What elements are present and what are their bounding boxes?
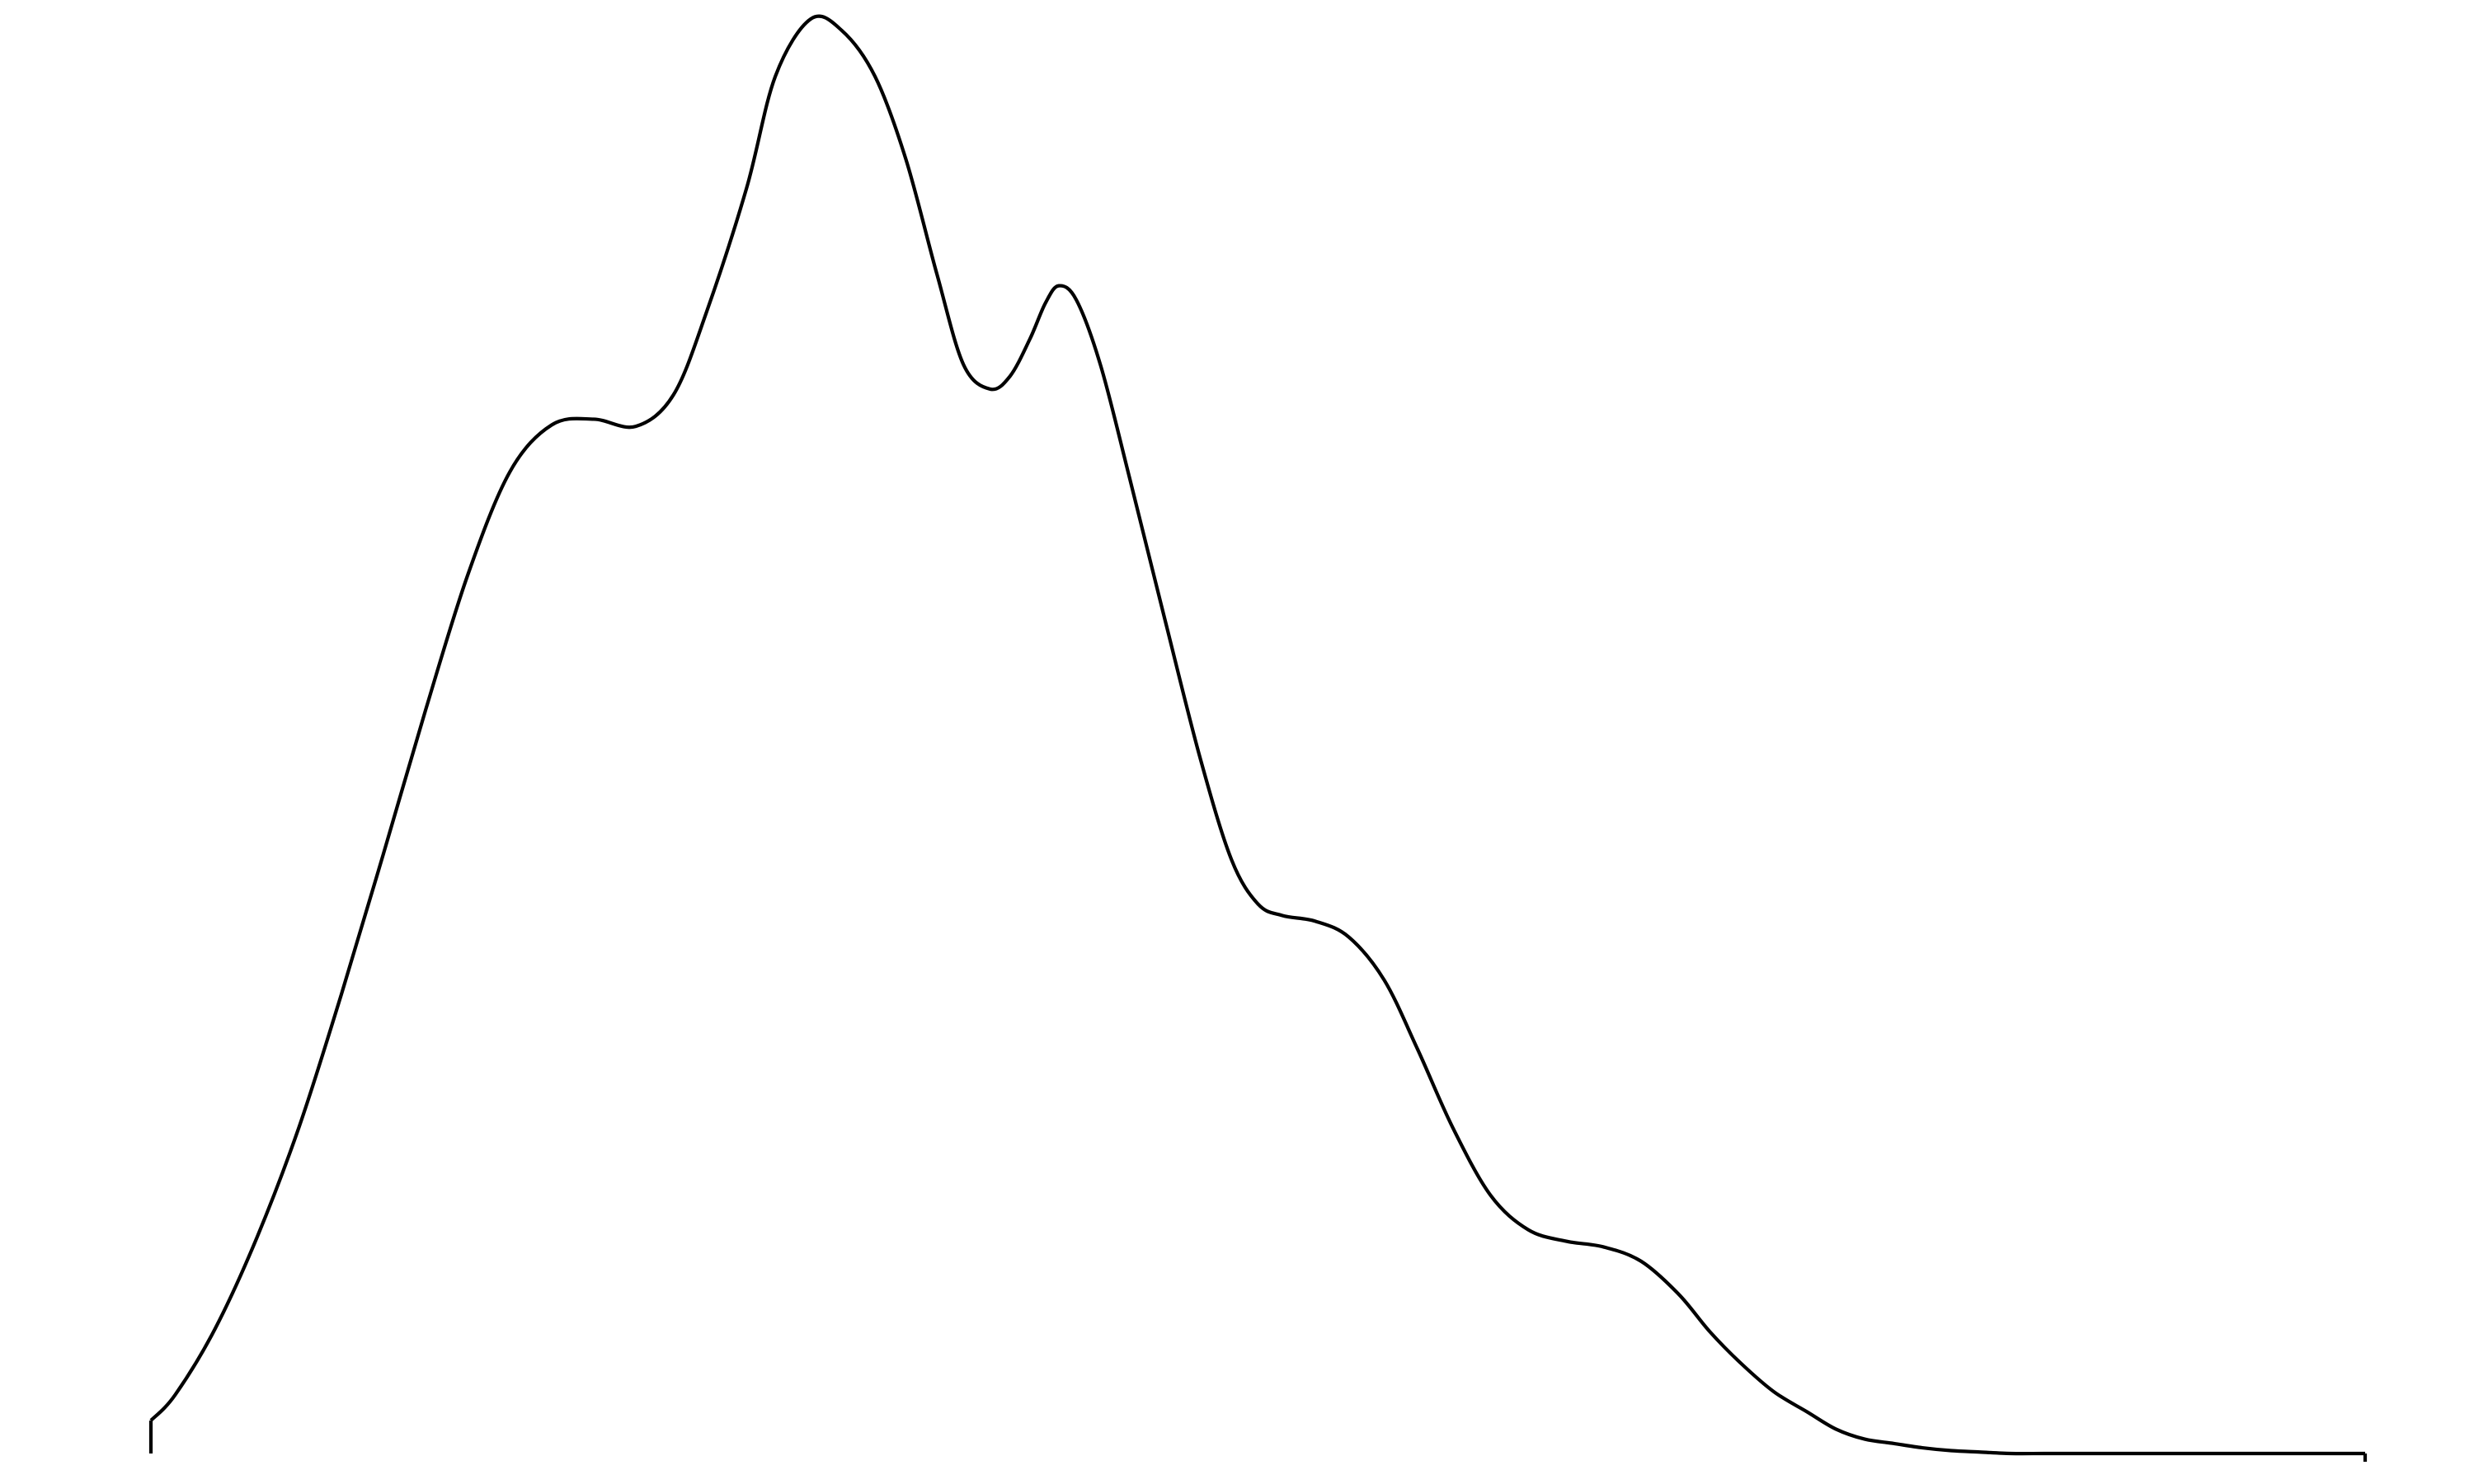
density-curve — [149, 14, 2365, 1456]
series-layer — [148, 14, 2368, 1462]
